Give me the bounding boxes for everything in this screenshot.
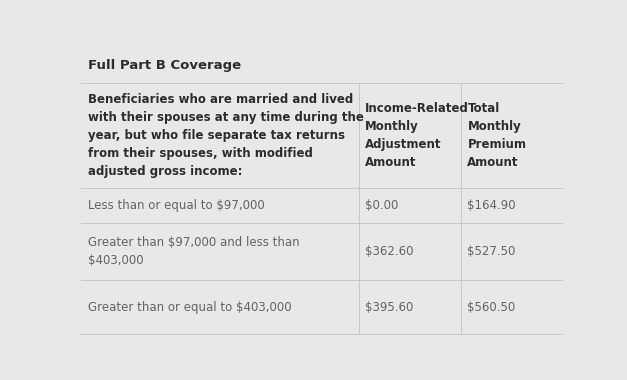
Text: $0.00: $0.00 bbox=[365, 199, 399, 212]
Text: $560.50: $560.50 bbox=[467, 301, 515, 314]
Text: Greater than or equal to $403,000: Greater than or equal to $403,000 bbox=[88, 301, 292, 314]
Text: Less than or equal to $97,000: Less than or equal to $97,000 bbox=[88, 199, 265, 212]
Text: Greater than $97,000 and less than
$403,000: Greater than $97,000 and less than $403,… bbox=[88, 236, 299, 267]
Text: Beneficiaries who are married and lived
with their spouses at any time during th: Beneficiaries who are married and lived … bbox=[88, 93, 364, 178]
Text: Total
Monthly
Premium
Amount: Total Monthly Premium Amount bbox=[467, 102, 527, 169]
Text: $527.50: $527.50 bbox=[467, 245, 516, 258]
Text: $164.90: $164.90 bbox=[467, 199, 516, 212]
Text: Income-Related
Monthly
Adjustment
Amount: Income-Related Monthly Adjustment Amount bbox=[365, 102, 469, 169]
Text: Full Part B Coverage: Full Part B Coverage bbox=[88, 59, 241, 73]
Text: $362.60: $362.60 bbox=[365, 245, 414, 258]
Text: $395.60: $395.60 bbox=[365, 301, 413, 314]
